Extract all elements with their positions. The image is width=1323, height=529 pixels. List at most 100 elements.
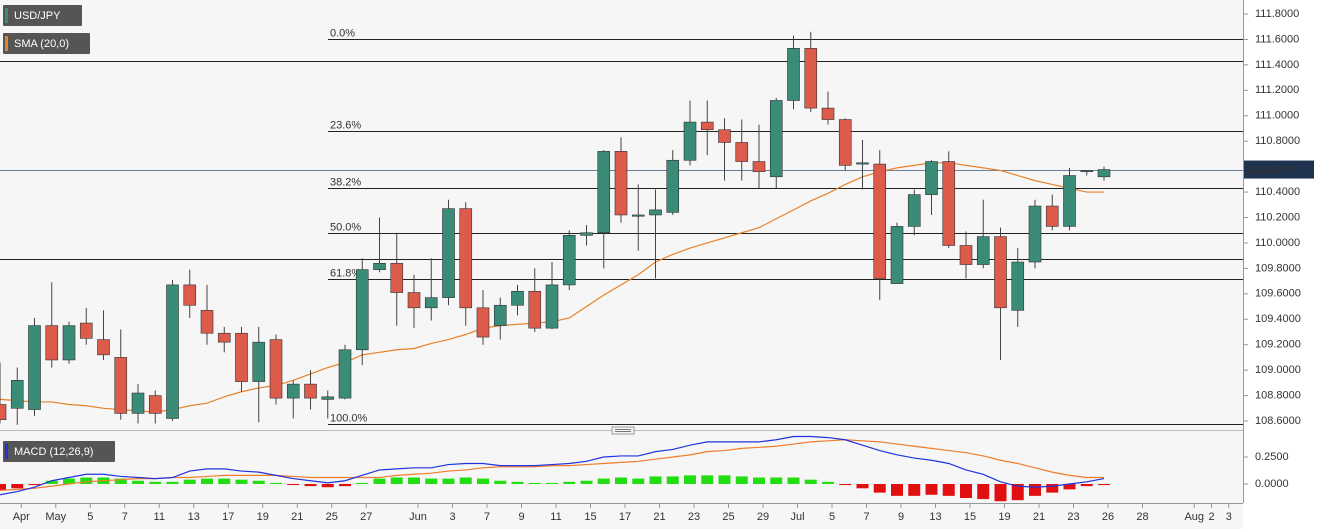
histogram-bar [408,477,420,484]
candle-body [528,290,542,329]
candle-body [252,341,266,382]
x-tick-label: 19 [257,511,269,523]
x-tick-label: May [45,511,66,523]
x-tick-label: 26 [1102,511,1114,523]
candle-body [666,159,680,213]
candle-body [890,226,904,284]
legend-box[interactable] [3,33,90,54]
candle-body [286,383,300,399]
candle-body [787,48,800,101]
last-price-label: 110.5770 [1249,164,1294,176]
histogram-bar [735,476,748,484]
candle-body [752,161,766,173]
candle-body [614,151,628,216]
y-tick-label: 0.2500 [1255,451,1289,463]
candle-body [511,290,524,306]
fib-label: 38.2% [330,176,361,188]
legend-box[interactable] [3,5,82,26]
histogram-bar [597,478,610,484]
y-tick-label: 110.0000 [1255,237,1300,249]
candle-body [1097,169,1111,178]
candle-body [321,396,335,400]
histogram-bar [891,483,903,496]
histogram-bar [666,476,679,484]
y-tick-label: 111.4000 [1255,59,1299,71]
histogram-bar [701,475,714,484]
candle-body [131,392,145,414]
histogram-bar [925,483,938,495]
candle-body [148,395,162,414]
histogram-bar [1046,483,1059,493]
histogram-bar [873,483,886,493]
histogram-bar [563,481,576,484]
candle-body [631,214,645,217]
x-tick-label: 19 [998,511,1010,523]
histogram-bar [494,480,507,484]
x-tick-label: Apr [13,511,30,523]
legend-label: MACD (12,26,9) [14,446,93,458]
candle-body [562,235,576,286]
y-tick-label: 109.8000 [1255,262,1301,274]
histogram-bar [770,477,783,484]
histogram-bar [166,481,179,484]
x-tick-label: 7 [122,511,128,523]
x-tick-label: Jun [409,511,427,523]
histogram-bar [580,480,593,484]
candle-body [718,129,731,143]
plot-layer: 111.8000 111.6000 111.4000 111.2000 111.0000… [0,8,1314,523]
x-tick-label: 15 [964,511,976,523]
histogram-bar [425,478,438,484]
candle-body [838,119,852,166]
candle-body [217,332,231,343]
x-tick-label: 13 [188,511,200,523]
candle-body [856,162,869,165]
histogram-bar [1011,483,1024,501]
histogram-bar [459,477,472,484]
y-tick-label: 111.2000 [1255,84,1299,96]
candle-body [649,209,662,216]
y-tick-label: 109.0000 [1255,364,1301,376]
histogram-bar [356,482,369,484]
candle-body [10,380,24,409]
x-tick-label: 28 [1136,511,1148,523]
histogram-bar [45,480,58,484]
legend-label: USD/JPY [14,10,61,22]
candle-body [424,297,438,309]
histogram-bar [684,475,696,484]
histogram-bar [28,483,41,486]
x-tick-label: 2 [1208,511,1214,523]
legend-swatch [5,36,8,51]
histogram-bar [718,475,731,484]
candle-body [804,48,818,109]
histogram-bar [235,479,248,484]
x-tick-label: 21 [653,511,665,523]
histogram-bar [373,478,386,484]
y-tick-label: 109.6000 [1255,288,1301,300]
candle-body [355,269,369,351]
histogram-bar [753,477,765,484]
candle-body [459,208,473,309]
histogram-bar [201,478,213,484]
y-tick-label: 0.0000 [1255,478,1289,490]
legend-box[interactable] [3,441,115,462]
x-tick-label: 15 [584,511,596,523]
histogram-bar [218,478,231,484]
fib-label: 0.0% [330,27,355,39]
histogram-bar [528,482,541,484]
histogram-bar [304,483,317,487]
candle-body [925,161,938,195]
y-tick-label: 111.6000 [1255,33,1299,45]
candle-body [1011,261,1025,311]
candle-body [235,332,248,382]
panel-handle[interactable] [611,426,635,435]
x-tick-label: 21 [1033,511,1045,523]
y-tick-label: 111.8000 [1255,8,1299,20]
histogram-bar [339,483,351,487]
y-tick-label: 108.6000 [1255,415,1301,427]
histogram-bar [511,481,524,484]
histogram-bar [442,478,455,484]
histogram-bar [252,480,265,484]
candle-body [735,142,749,162]
x-tick-label: 21 [291,511,303,523]
histogram-bar [960,483,972,499]
